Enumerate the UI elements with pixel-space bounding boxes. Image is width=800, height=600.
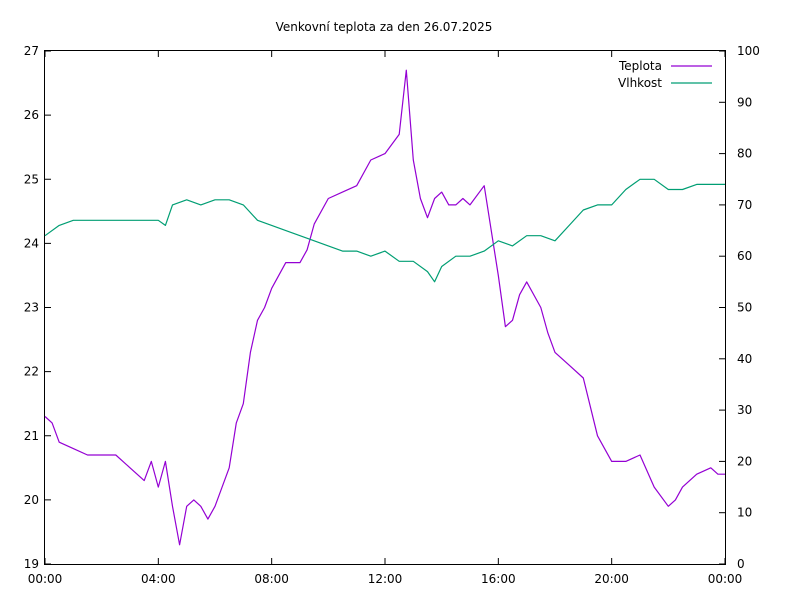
right-tick-label: 70 [737, 198, 752, 212]
right-tick-label: 30 [737, 403, 752, 417]
left-tick-label: 24 [24, 236, 39, 250]
right-tick-label: 50 [737, 301, 752, 315]
x-tick-label: 20:00 [594, 572, 629, 586]
legend: Teplota Vlhkost [618, 59, 712, 90]
x-tick-label: 04:00 [141, 572, 176, 586]
left-tick-label: 23 [24, 301, 39, 315]
left-tick-label: 22 [24, 365, 39, 379]
left-tick-label: 19 [24, 557, 39, 571]
legend-label: Vlhkost [618, 76, 662, 90]
left-tick-label: 26 [24, 108, 39, 122]
plot-frame [44, 50, 726, 565]
right-axis: 0 10 20 30 40 50 60 70 80 90 100 [719, 44, 760, 571]
x-axis: 00:00 04:00 08:00 12:00 16:00 20:00 00:00 [28, 51, 743, 586]
chart-title: Venkovní teplota za den 26.07.2025 [276, 20, 493, 34]
right-tick-label: 20 [737, 454, 752, 468]
left-tick-label: 25 [24, 172, 39, 186]
right-tick-label: 60 [737, 249, 752, 263]
right-tick-label: 90 [737, 95, 752, 109]
series-line-teplota [44, 69, 725, 546]
x-tick-label: 00:00 [28, 572, 63, 586]
right-tick-label: 100 [737, 44, 760, 58]
series-layer [44, 69, 725, 546]
x-tick-label: 08:00 [254, 572, 289, 586]
right-tick-label: 0 [737, 557, 745, 571]
right-tick-label: 80 [737, 147, 752, 161]
right-tick-label: 10 [737, 506, 752, 520]
legend-label: Teplota [618, 59, 662, 73]
left-tick-label: 20 [24, 493, 39, 507]
left-tick-label: 27 [24, 44, 39, 58]
x-tick-label: 12:00 [368, 572, 403, 586]
x-tick-label: 16:00 [481, 572, 516, 586]
left-axis: 19 20 21 22 23 24 25 26 27 [24, 44, 51, 571]
left-tick-label: 21 [24, 429, 39, 443]
right-tick-label: 40 [737, 352, 752, 366]
x-tick-label: 00:00 [708, 572, 743, 586]
series-line-vlhkost [44, 178, 725, 283]
